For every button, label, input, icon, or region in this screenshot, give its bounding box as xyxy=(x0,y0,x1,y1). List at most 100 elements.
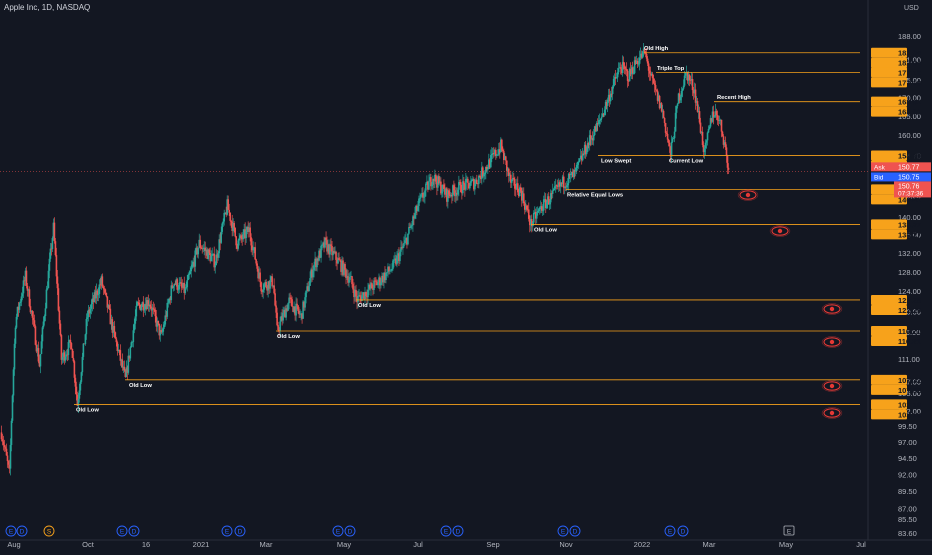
event-badge[interactable] xyxy=(128,525,140,537)
event-badge[interactable] xyxy=(452,525,464,537)
candle-body xyxy=(386,272,388,274)
candle-body xyxy=(316,258,318,268)
eye-alert-icon[interactable] xyxy=(823,381,841,391)
candle-body xyxy=(582,153,585,155)
symbol-title[interactable]: Apple Inc, 1D, NASDAQ xyxy=(4,3,91,12)
eye-alert-icon[interactable] xyxy=(823,337,841,347)
event-badge-text: E xyxy=(787,529,792,536)
candle-body xyxy=(160,330,163,333)
last-price-badge[interactable] xyxy=(894,181,931,198)
level-price-badge[interactable] xyxy=(871,219,907,230)
candle-body xyxy=(308,285,310,292)
candle-body xyxy=(267,281,269,291)
level-label: Recent High xyxy=(717,95,751,101)
candle-body xyxy=(706,132,709,141)
candle-body xyxy=(364,292,366,300)
candle-body xyxy=(59,323,62,336)
candle-body xyxy=(341,260,343,272)
candle-body xyxy=(711,111,714,122)
candle-body xyxy=(61,357,64,360)
event-badge[interactable] xyxy=(234,525,246,537)
event-badge[interactable] xyxy=(43,525,55,537)
bid-badge[interactable] xyxy=(871,172,931,182)
eye-alert-icon[interactable] xyxy=(739,190,757,200)
candle-body xyxy=(620,68,623,74)
candle-body xyxy=(44,308,47,316)
candle-body xyxy=(670,141,673,157)
level-price-badge-text: 138.27 xyxy=(898,220,921,229)
candle-body xyxy=(721,131,724,137)
candle-body xyxy=(472,179,474,180)
level-price-badge-text: 107.32 xyxy=(898,376,921,385)
candle-body xyxy=(77,398,80,406)
ask-badge[interactable] xyxy=(871,162,931,172)
eye-alert-icon[interactable] xyxy=(823,304,841,314)
candle-body xyxy=(157,320,160,324)
level-price-badge[interactable] xyxy=(871,294,907,305)
candle-body xyxy=(159,330,162,336)
level-price-badge[interactable] xyxy=(871,150,907,161)
eye-alert-icon[interactable] xyxy=(823,408,841,418)
candle-body xyxy=(673,131,676,139)
candle-body xyxy=(510,179,513,183)
candle-body xyxy=(171,285,174,288)
level-price-badge[interactable] xyxy=(871,399,907,410)
candle-body xyxy=(410,225,412,228)
candle-body xyxy=(403,243,405,247)
candle-body xyxy=(323,242,325,248)
event-badge[interactable] xyxy=(116,525,128,537)
level-price-badge[interactable] xyxy=(871,47,907,58)
candle-body xyxy=(148,304,151,307)
candle-body xyxy=(16,306,19,317)
candle-body xyxy=(136,302,139,306)
candle-body xyxy=(579,155,582,159)
eye-alert-icon[interactable] xyxy=(771,226,789,236)
event-badge[interactable] xyxy=(664,525,676,537)
event-badge[interactable] xyxy=(440,525,452,537)
candle-body xyxy=(342,260,344,275)
candle-body xyxy=(236,245,238,249)
candle-body xyxy=(239,235,241,239)
price-tick-label: 94.50 xyxy=(898,454,917,463)
time-tick-label: Mar xyxy=(703,540,716,549)
candle-body xyxy=(650,73,653,76)
eye-alert-icon-pupil xyxy=(777,228,783,234)
candle-body xyxy=(643,48,646,54)
candle-body xyxy=(661,110,664,112)
candle-body xyxy=(534,212,537,219)
candle-body xyxy=(445,188,447,195)
event-badge[interactable] xyxy=(557,525,569,537)
event-badge[interactable] xyxy=(16,525,28,537)
candle-body xyxy=(383,272,385,283)
event-badge[interactable] xyxy=(677,525,689,537)
level-price-badge[interactable] xyxy=(871,67,907,78)
candle-body xyxy=(558,182,561,187)
candle-body xyxy=(251,245,253,251)
level-price-badge[interactable] xyxy=(871,96,907,107)
event-badge-text: E xyxy=(561,529,566,536)
event-badge[interactable] xyxy=(332,525,344,537)
time-tick-label: 2022 xyxy=(634,540,651,549)
event-badge[interactable] xyxy=(344,525,356,537)
event-badge[interactable] xyxy=(569,525,581,537)
candle-body xyxy=(226,199,228,215)
candle-body xyxy=(51,238,54,250)
candle-body xyxy=(501,139,503,150)
candle-body xyxy=(601,113,604,117)
eye-alert-icon-pupil xyxy=(829,383,835,389)
candle-body xyxy=(615,77,618,79)
candle-body xyxy=(17,306,20,310)
candle-body xyxy=(191,264,194,268)
event-badge[interactable] xyxy=(5,525,17,537)
candle-body xyxy=(297,305,299,311)
candle-body xyxy=(623,65,626,69)
candle-body xyxy=(304,297,306,308)
event-badge[interactable] xyxy=(221,525,233,537)
candle-body xyxy=(606,99,609,106)
level-price-badge[interactable] xyxy=(871,374,907,385)
level-price-badge[interactable] xyxy=(871,326,907,337)
event-badge[interactable] xyxy=(783,525,795,536)
candle-body xyxy=(712,111,715,118)
